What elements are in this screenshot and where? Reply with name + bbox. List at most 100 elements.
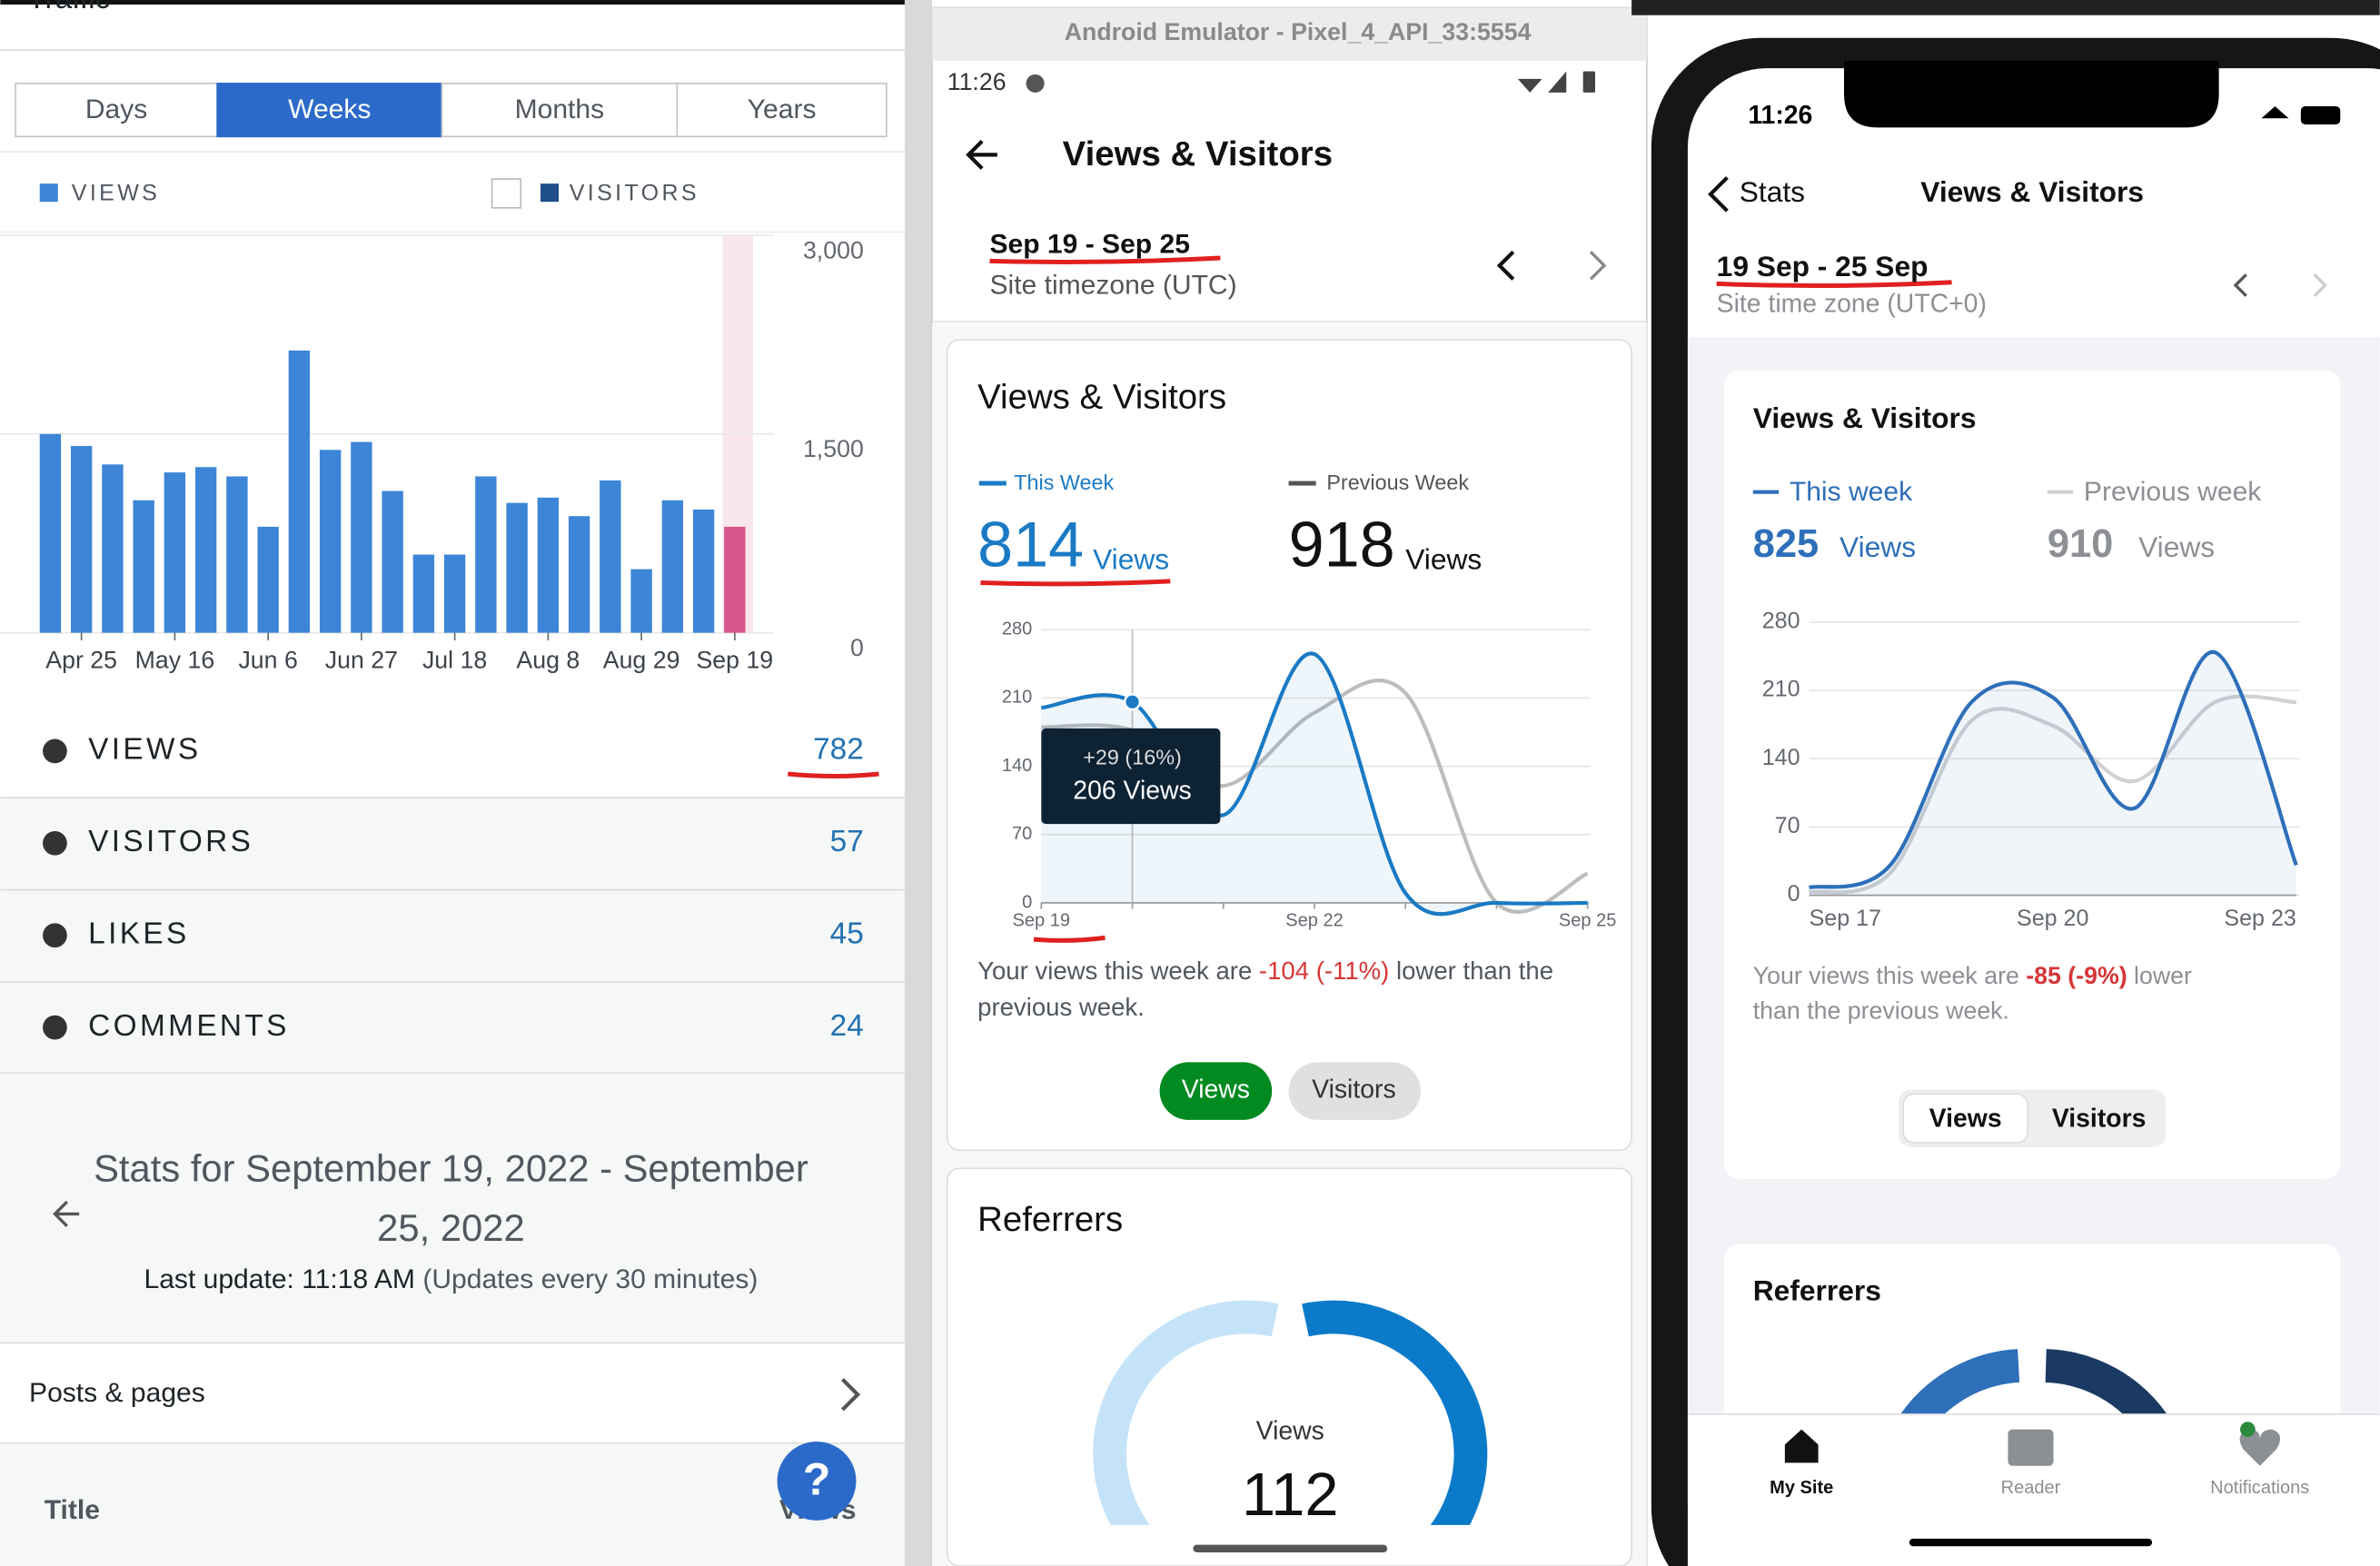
- section-header: Traffic: [27, 0, 110, 15]
- bar: [319, 450, 342, 633]
- card-title: Referrers: [977, 1200, 1123, 1239]
- summary-part: lower than the: [1389, 956, 1553, 985]
- window-titlebar: [932, 7, 1647, 61]
- x-tick-label: Sep 25: [1559, 910, 1616, 930]
- stat-value: 782: [813, 733, 864, 767]
- tab[interactable]: [15, 83, 219, 138]
- annotation: [1716, 280, 1952, 289]
- y-tick-label: 70: [1012, 824, 1032, 844]
- stat-value: 45: [830, 917, 864, 951]
- x-tick-label: May 16: [135, 646, 215, 673]
- tab[interactable]: [216, 83, 443, 138]
- bar: [475, 476, 497, 633]
- bar: [257, 526, 279, 633]
- total: 910: [2048, 522, 2113, 566]
- annotation: [980, 579, 1171, 587]
- legend-label: VISITORS: [570, 180, 699, 205]
- battery: [2300, 105, 2341, 124]
- bar: [506, 502, 528, 633]
- bar: [443, 554, 466, 633]
- summary: than the previous week.: [1753, 996, 2009, 1024]
- status-icons: [1517, 71, 1567, 93]
- card: [1724, 370, 2341, 1180]
- screen-title: Views & Visitors: [1063, 134, 1333, 173]
- stat-icon: [43, 923, 67, 948]
- stats-title: Stats for September 19, 2022 - September: [94, 1147, 808, 1190]
- segment-selected[interactable]: [1902, 1093, 2028, 1144]
- tooltip-text: 206 Views: [1073, 777, 1191, 806]
- home-indicator: [1909, 1538, 2153, 1547]
- tab[interactable]: [676, 83, 888, 138]
- tab-icon: [2008, 1429, 2054, 1466]
- x-tick-label: Sep 19: [696, 646, 773, 673]
- bar: [537, 497, 560, 633]
- y-tick-label: 210: [1002, 688, 1032, 708]
- bar: [600, 480, 621, 633]
- total-unit: Views: [1093, 542, 1169, 575]
- tab-label: Reader: [2001, 1478, 2061, 1498]
- summary-part: -104 (-11%): [1259, 956, 1389, 985]
- prev-button[interactable]: [2233, 273, 2247, 297]
- x-tick-label: Sep 20: [2017, 906, 2088, 931]
- date-range: Sep 19 - Sep 25: [989, 230, 1189, 260]
- tab-label: Weeks: [288, 94, 371, 124]
- legend-label: This week: [1790, 477, 1913, 507]
- summary-part: Your views this week are: [1753, 962, 2026, 989]
- status-time: 11:26: [947, 68, 1007, 95]
- prev-button[interactable]: [1496, 250, 1515, 281]
- bar: [661, 500, 684, 633]
- last-update-part: (Updates every 30 minutes): [415, 1264, 758, 1294]
- badge: [2240, 1422, 2256, 1438]
- help-button[interactable]: [777, 1442, 857, 1521]
- bar: [194, 467, 217, 633]
- x-tick-label: Jul 18: [422, 646, 487, 673]
- y-tick-label: 280: [1762, 609, 1800, 634]
- donut-value: 112: [1242, 1462, 1339, 1529]
- x-tick-label: Apr 25: [45, 646, 117, 673]
- next-button[interactable]: [1589, 251, 1607, 281]
- back-chevron[interactable]: [1708, 175, 1729, 213]
- summary: Your views this week are -85 (-9%) lower: [1753, 962, 2192, 989]
- y-tick-label: 280: [1002, 619, 1032, 639]
- next-button[interactable]: [2313, 273, 2327, 297]
- legend-checkbox[interactable]: [491, 178, 522, 209]
- total-unit: Views: [1405, 542, 1482, 575]
- legend-line: [2047, 490, 2074, 494]
- donut-segment: [1093, 1300, 1279, 1525]
- y-tick-label: 0: [1788, 881, 1800, 907]
- status-time: 11:26: [1748, 101, 1812, 130]
- bar: [102, 464, 124, 633]
- back-arrow[interactable]: [966, 139, 997, 170]
- summary: previous week.: [977, 993, 1145, 1021]
- posts-row[interactable]: [0, 1343, 905, 1443]
- legend-swatch: [540, 183, 560, 203]
- x-tick-label: Sep 19: [1013, 910, 1071, 930]
- timezone: Site timezone (UTC): [989, 271, 1236, 301]
- x-tick-label: Aug 29: [603, 646, 680, 673]
- card-title: Referrers: [1753, 1274, 1881, 1307]
- legend-label: Previous week: [2084, 477, 2262, 507]
- button-label: Visitors: [1312, 1075, 1396, 1105]
- bar: [568, 516, 590, 633]
- tab-label: My Site: [1770, 1478, 1833, 1498]
- notch: [1844, 60, 2219, 128]
- back-arrow[interactable]: [53, 1200, 80, 1227]
- y-tick-label: 1,500: [803, 435, 864, 462]
- card: [946, 339, 1632, 1152]
- visitors-button[interactable]: [1288, 1062, 1421, 1120]
- tab-label: Years: [748, 94, 817, 124]
- stat-icon: [43, 830, 67, 856]
- bar: [164, 472, 186, 633]
- last-update: Last update: 11:18 AM (Updates every 30 …: [144, 1264, 759, 1294]
- views-button[interactable]: [1159, 1062, 1273, 1120]
- stats-title: 25, 2022: [377, 1206, 525, 1249]
- gap: [904, 0, 933, 1566]
- screen-title: Views & Visitors: [1920, 175, 2144, 208]
- column-header: Title: [45, 1495, 100, 1525]
- line: [1809, 694, 2296, 895]
- chevron: [840, 1378, 861, 1412]
- stat-value: 24: [830, 1009, 864, 1043]
- tab-label: Months: [515, 94, 605, 124]
- legend-label: Previous Week: [1326, 471, 1469, 494]
